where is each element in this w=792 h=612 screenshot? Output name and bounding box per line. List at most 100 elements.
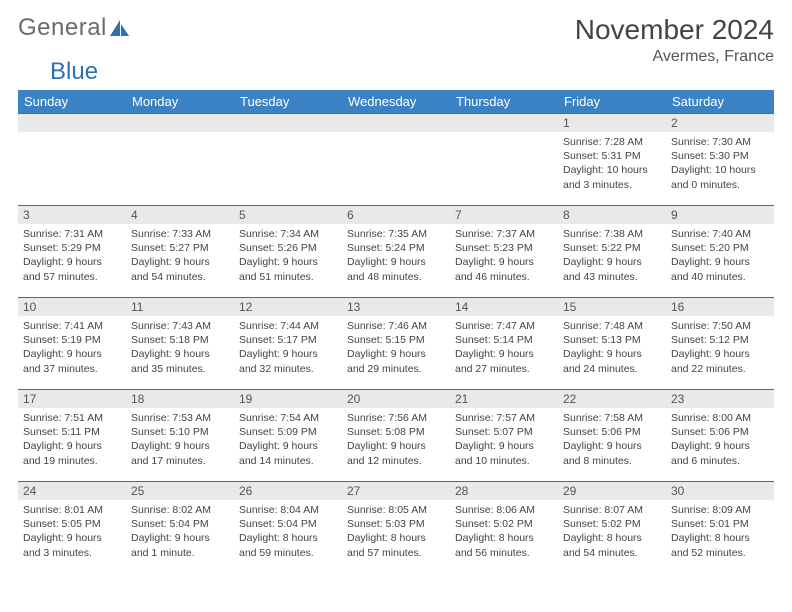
daylight-text: and 19 minutes. (23, 454, 121, 468)
daylight-text: and 56 minutes. (455, 546, 553, 560)
sunrise-text: Sunrise: 7:50 AM (671, 319, 769, 333)
calendar-day-cell: 12Sunrise: 7:44 AMSunset: 5:17 PMDayligh… (234, 298, 342, 390)
day-number: 21 (450, 390, 558, 408)
brand-word-1: General (18, 14, 107, 42)
daylight-text: Daylight: 9 hours (671, 439, 769, 453)
daylight-text: Daylight: 9 hours (347, 255, 445, 269)
calendar-head: SundayMondayTuesdayWednesdayThursdayFrid… (18, 90, 774, 114)
sunset-text: Sunset: 5:04 PM (239, 517, 337, 531)
day-number: 11 (126, 298, 234, 316)
daylight-text: Daylight: 8 hours (239, 531, 337, 545)
calendar-day-cell (234, 114, 342, 206)
weekday-header: Sunday (18, 90, 126, 114)
day-number (234, 114, 342, 132)
sunrise-text: Sunrise: 8:07 AM (563, 503, 661, 517)
sunrise-text: Sunrise: 7:35 AM (347, 227, 445, 241)
sunset-text: Sunset: 5:01 PM (671, 517, 769, 531)
calendar-table: SundayMondayTuesdayWednesdayThursdayFrid… (18, 90, 774, 574)
daylight-text: and 43 minutes. (563, 270, 661, 284)
calendar-day-cell: 25 Sunrise: 8:02 AMSunset: 5:04 PMDayligh… (126, 482, 234, 574)
sunset-text: Sunset: 5:04 PM (131, 517, 229, 531)
day-details: Sunrise: 7:56 AMSunset: 5:08 PMDaylight:… (342, 408, 450, 472)
day-details: Sunrise: 7:37 AMSunset: 5:23 PMDaylight:… (450, 224, 558, 288)
weekday-header: Wednesday (342, 90, 450, 114)
day-details: Sunrise: 8:06 AMSunset: 5:02 PMDaylight:… (450, 500, 558, 564)
sunset-text: Sunset: 5:24 PM (347, 241, 445, 255)
sunrise-text: Sunrise: 7:46 AM (347, 319, 445, 333)
day-details: Sunrise: 7:48 AMSunset: 5:13 PMDaylight:… (558, 316, 666, 380)
sunset-text: Sunset: 5:06 PM (563, 425, 661, 439)
daylight-text: Daylight: 10 hours (563, 163, 661, 177)
calendar-day-cell (450, 114, 558, 206)
day-number: 4 (126, 206, 234, 224)
day-number (342, 114, 450, 132)
day-number: 28 (450, 482, 558, 500)
sunset-text: Sunset: 5:06 PM (671, 425, 769, 439)
daylight-text: Daylight: 9 hours (131, 531, 229, 545)
sunset-text: Sunset: 5:31 PM (563, 149, 661, 163)
calendar-week-row: 3Sunrise: 7:31 AMSunset: 5:29 PMDaylight… (18, 206, 774, 298)
sunrise-text: Sunrise: 8:02 AM (131, 503, 229, 517)
daylight-text: Daylight: 9 hours (455, 347, 553, 361)
calendar-day-cell: 15Sunrise: 7:48 AMSunset: 5:13 PMDayligh… (558, 298, 666, 390)
calendar-day-cell: 6Sunrise: 7:35 AMSunset: 5:24 PMDaylight… (342, 206, 450, 298)
daylight-text: and 17 minutes. (131, 454, 229, 468)
sunrise-text: Sunrise: 7:54 AM (239, 411, 337, 425)
sunset-text: Sunset: 5:07 PM (455, 425, 553, 439)
daylight-text: and 14 minutes. (239, 454, 337, 468)
day-details: Sunrise: 8:04 AMSunset: 5:04 PMDaylight:… (234, 500, 342, 564)
sunset-text: Sunset: 5:02 PM (455, 517, 553, 531)
calendar-week-row: 1Sunrise: 7:28 AMSunset: 5:31 PMDaylight… (18, 114, 774, 206)
sunset-text: Sunset: 5:20 PM (671, 241, 769, 255)
daylight-text: Daylight: 9 hours (671, 255, 769, 269)
day-number: 30 (666, 482, 774, 500)
day-details: Sunrise: 7:40 AMSunset: 5:20 PMDaylight:… (666, 224, 774, 288)
day-details: Sunrise: 7:46 AMSunset: 5:15 PMDaylight:… (342, 316, 450, 380)
sunrise-text: Sunrise: 7:43 AM (131, 319, 229, 333)
day-details: Sunrise: 7:28 AMSunset: 5:31 PMDaylight:… (558, 132, 666, 196)
calendar-day-cell: 9Sunrise: 7:40 AMSunset: 5:20 PMDaylight… (666, 206, 774, 298)
daylight-text: Daylight: 8 hours (671, 531, 769, 545)
day-details: Sunrise: 8:09 AMSunset: 5:01 PMDaylight:… (666, 500, 774, 564)
daylight-text: and 57 minutes. (347, 546, 445, 560)
sunrise-text: Sunrise: 8:06 AM (455, 503, 553, 517)
day-details: Sunrise: 7:51 AMSunset: 5:11 PMDaylight:… (18, 408, 126, 472)
sunset-text: Sunset: 5:03 PM (347, 517, 445, 531)
daylight-text: and 32 minutes. (239, 362, 337, 376)
day-details: Sunrise: 7:35 AMSunset: 5:24 PMDaylight:… (342, 224, 450, 288)
day-details: Sunrise: 7:33 AMSunset: 5:27 PMDaylight:… (126, 224, 234, 288)
calendar-day-cell: 26Sunrise: 8:04 AMSunset: 5:04 PMDayligh… (234, 482, 342, 574)
sunrise-text: Sunrise: 7:37 AM (455, 227, 553, 241)
calendar-day-cell: 11Sunrise: 7:43 AMSunset: 5:18 PMDayligh… (126, 298, 234, 390)
sunrise-text: Sunrise: 7:41 AM (23, 319, 121, 333)
daylight-text: Daylight: 9 hours (23, 347, 121, 361)
daylight-text: and 6 minutes. (671, 454, 769, 468)
day-number: 25 (126, 482, 234, 500)
daylight-text: and 35 minutes. (131, 362, 229, 376)
sunset-text: Sunset: 5:11 PM (23, 425, 121, 439)
day-number: 6 (342, 206, 450, 224)
day-number: 20 (342, 390, 450, 408)
day-number: 19 (234, 390, 342, 408)
day-number: 17 (18, 390, 126, 408)
weekday-header: Tuesday (234, 90, 342, 114)
sunrise-text: Sunrise: 7:57 AM (455, 411, 553, 425)
day-details: Sunrise: 7:30 AMSunset: 5:30 PMDaylight:… (666, 132, 774, 196)
daylight-text: Daylight: 9 hours (455, 439, 553, 453)
day-details: Sunrise: 7:57 AMSunset: 5:07 PMDaylight:… (450, 408, 558, 472)
sunrise-text: Sunrise: 7:40 AM (671, 227, 769, 241)
daylight-text: and 10 minutes. (455, 454, 553, 468)
sunrise-text: Sunrise: 7:30 AM (671, 135, 769, 149)
calendar-day-cell: 24Sunrise: 8:01 AMSunset: 5:05 PMDayligh… (18, 482, 126, 574)
day-details: Sunrise: 7:53 AMSunset: 5:10 PMDaylight:… (126, 408, 234, 472)
sunset-text: Sunset: 5:02 PM (563, 517, 661, 531)
day-number: 9 (666, 206, 774, 224)
calendar-day-cell: 8Sunrise: 7:38 AMSunset: 5:22 PMDaylight… (558, 206, 666, 298)
sunset-text: Sunset: 5:29 PM (23, 241, 121, 255)
daylight-text: and 27 minutes. (455, 362, 553, 376)
day-number: 18 (126, 390, 234, 408)
calendar-day-cell: 16Sunrise: 7:50 AMSunset: 5:12 PMDayligh… (666, 298, 774, 390)
sunrise-text: Sunrise: 7:44 AM (239, 319, 337, 333)
sunset-text: Sunset: 5:30 PM (671, 149, 769, 163)
day-details: Sunrise: 7:31 AMSunset: 5:29 PMDaylight:… (18, 224, 126, 288)
